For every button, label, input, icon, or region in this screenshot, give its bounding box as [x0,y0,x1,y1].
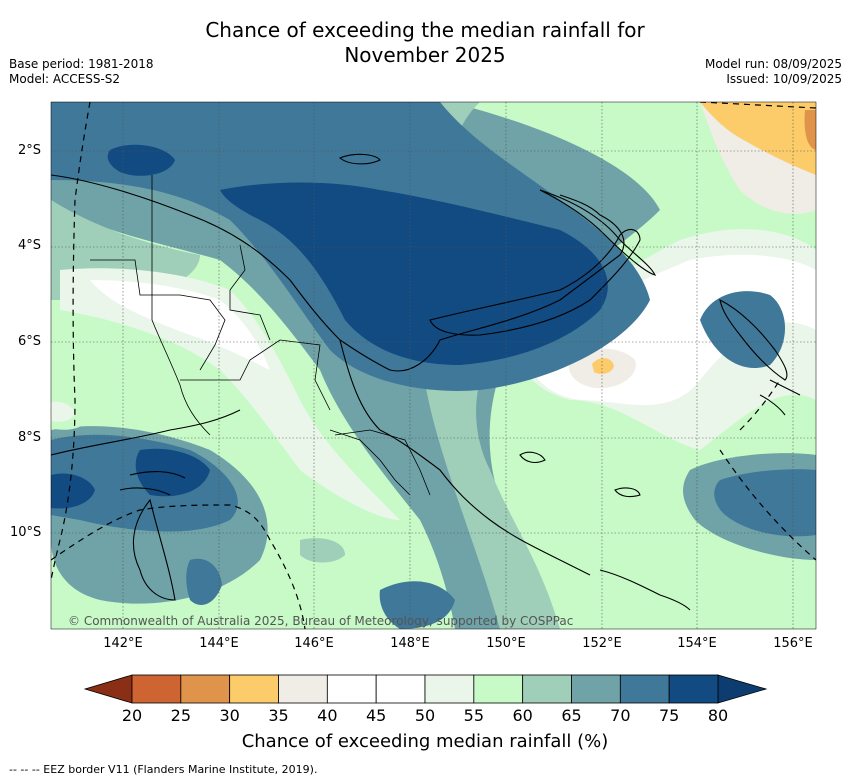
lat-label-6s: 6°S [18,334,42,349]
graticule [51,102,816,629]
meta-left: Base period: 1981-2018 Model: ACCESS-S2 [9,57,154,87]
contour-70-80-solomon [700,291,785,368]
colorbar-label: Chance of exceeding median rainfall (%) [241,731,609,752]
lat-label-10s: 10°S [10,525,42,540]
issued-text: Issued: 10/09/2025 [726,72,842,86]
louisiade-coast [599,569,691,611]
map-frame [50,101,817,630]
colorbar-tick-label: 40 [317,706,338,725]
new-ireland-coast [539,189,657,276]
copyright-notice: © Commonwealth of Australia 2025, Bureau… [68,614,574,628]
colorbar-extend-high [717,674,768,704]
colorbar-tick-label: 70 [610,706,631,725]
colorbar-bins [131,674,719,704]
contour-35-40-northeast [700,102,816,175]
torres-strait-coast [119,471,186,496]
lat-label-4s: 4°S [18,238,42,253]
base-period-text: Base period: 1981-2018 [9,57,154,71]
lon-label-146e: 146°E [294,636,334,651]
colorbar-bin [668,674,719,704]
contour-80-southwest-core [135,448,210,497]
contour-75-80-southeast [714,469,816,537]
model-run-text: Model run: 08/09/2025 [704,57,842,71]
lon-label-154e: 154°E [677,636,717,651]
colorbar-bin [180,674,231,704]
colorbar-tick-label: 60 [512,706,533,725]
colorbar-tick-label: 50 [414,706,436,725]
eez-south [51,504,306,629]
woodlark-coast [614,487,641,498]
colorbar-bin [473,674,524,704]
colorbar-bin [131,674,182,704]
colorbar-tick-label: 30 [219,706,240,725]
colorbar-tick-label: 55 [463,706,485,725]
colorbar-tick-label: 65 [561,706,582,725]
contour-45-55-west [90,280,270,370]
model-text: Model: ACCESS-S2 [9,72,121,86]
new-britain-coast [429,229,641,336]
colorbar-tick-label: 25 [170,706,192,725]
contour-70-75-south-spot [379,581,455,629]
title-line-2: November 2025 [344,43,506,67]
contour-55-60-far-west [51,401,75,422]
meta-right: Model run: 08/09/2025 Issued: 10/09/2025 [705,57,842,87]
border-province-5 [334,429,431,496]
border-west-papua-png [151,175,211,436]
png-mainland-coast [51,174,625,576]
bougainville-coast [719,299,788,381]
lon-label-148e: 148°E [390,636,430,651]
manus-coast [338,153,381,165]
lon-label-156e: 156°E [773,636,813,651]
eez-legend: -- -- -- EEZ border V11 (Flanders Marine… [9,763,318,776]
contour-55-60-west [60,268,400,520]
colorbar-tick-label: 80 [707,706,729,725]
contour-30-35-northeast [804,110,816,150]
border-province-1 [90,259,226,371]
rainfall-contours [51,102,816,629]
trobriand-coast [519,451,546,464]
contour-80-northwest-spot [107,144,175,176]
lon-label-144e: 144°E [199,636,239,651]
cape-york-coast [132,498,176,601]
colorbar-extend-low [83,674,133,704]
colorbar-tick-label: 75 [658,706,680,725]
colorbar-bin [278,674,328,704]
eez-north [51,102,91,581]
lat-label-8s: 8°S [18,430,42,445]
eez-east [699,102,816,561]
colorbar-tick-label: 20 [121,706,143,725]
title-line-1: Chance of exceeding the median rainfall … [205,18,645,42]
lon-label-152e: 152°E [582,636,622,651]
colorbar-bin [619,674,670,704]
coastlines [51,153,801,611]
province-borders [90,175,431,496]
contour-65-southwest-spot [300,538,345,563]
border-province-2 [180,339,331,411]
contour-80-gulf [51,473,95,509]
colorbar-tick-label: 35 [268,706,289,725]
colorbar-tick-label: 45 [365,706,387,725]
contour-75-south-spot2 [186,558,222,605]
border-province-3 [229,244,271,341]
colorbar-bin [326,674,377,704]
lon-label-142e: 142°E [103,636,143,651]
colorbar-bin [522,674,572,704]
colorbar-bin [424,674,475,704]
contour-35-40-spot [592,358,614,374]
map-title: Chance of exceeding the median rainfall … [0,18,850,68]
colorbar-bin [229,674,279,704]
lon-label-150e: 150°E [486,636,526,651]
colorbar-bin [571,674,621,704]
lat-label-2s: 2°S [18,143,42,158]
eez-borders [51,102,816,629]
solomon-islands-coast [759,379,801,416]
border-province-4 [329,429,411,496]
colorbar-bin [375,674,426,704]
colorbar [83,674,768,704]
